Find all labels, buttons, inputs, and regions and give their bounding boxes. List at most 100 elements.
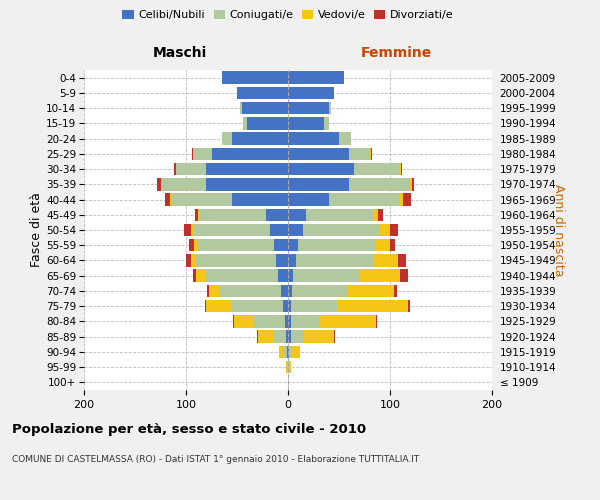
- Bar: [337, 300, 409, 312]
- Bar: [206, 178, 288, 190]
- Bar: [359, 270, 400, 282]
- Bar: [192, 148, 193, 160]
- Bar: [288, 346, 289, 358]
- Bar: [288, 330, 291, 343]
- Bar: [257, 330, 259, 343]
- Bar: [195, 208, 198, 221]
- Text: COMUNE DI CASTELMASSA (RO) - Dati ISTAT 1° gennaio 2010 - Elaborazione TUTTITALI: COMUNE DI CASTELMASSA (RO) - Dati ISTAT …: [12, 455, 419, 464]
- Bar: [329, 102, 331, 115]
- Bar: [289, 346, 292, 358]
- Bar: [288, 86, 334, 99]
- Bar: [398, 254, 406, 266]
- Bar: [288, 284, 292, 297]
- Bar: [403, 194, 412, 206]
- Bar: [288, 208, 307, 221]
- Bar: [222, 132, 232, 145]
- Bar: [254, 315, 285, 328]
- Text: Femmine: Femmine: [361, 46, 431, 60]
- Bar: [304, 224, 380, 236]
- Bar: [243, 117, 247, 130]
- Bar: [291, 315, 320, 328]
- Bar: [288, 224, 304, 236]
- Bar: [288, 361, 289, 374]
- Bar: [288, 194, 329, 206]
- Bar: [191, 224, 193, 236]
- Bar: [197, 239, 274, 252]
- Bar: [170, 194, 171, 206]
- Bar: [174, 163, 176, 175]
- Bar: [339, 132, 351, 145]
- Bar: [232, 132, 288, 145]
- Bar: [191, 254, 196, 266]
- Bar: [400, 194, 403, 206]
- Bar: [288, 270, 293, 282]
- Bar: [161, 178, 206, 190]
- Bar: [234, 315, 254, 328]
- Bar: [288, 315, 291, 328]
- Y-axis label: Anni di nascita: Anni di nascita: [552, 184, 565, 276]
- Bar: [286, 361, 287, 374]
- Bar: [205, 300, 206, 312]
- Bar: [279, 346, 284, 358]
- Bar: [394, 284, 397, 297]
- Bar: [157, 178, 161, 190]
- Legend: Celibi/Nubili, Coniugati/e, Vedovi/e, Divorziati/e: Celibi/Nubili, Coniugati/e, Vedovi/e, Di…: [118, 6, 458, 25]
- Bar: [220, 284, 281, 297]
- Bar: [373, 254, 398, 266]
- Bar: [237, 86, 288, 99]
- Bar: [349, 178, 410, 190]
- Bar: [292, 346, 300, 358]
- Bar: [304, 330, 334, 343]
- Bar: [390, 224, 398, 236]
- Bar: [196, 270, 206, 282]
- Bar: [269, 224, 288, 236]
- Bar: [176, 163, 206, 175]
- Bar: [259, 330, 274, 343]
- Bar: [287, 346, 288, 358]
- Bar: [196, 254, 276, 266]
- Bar: [410, 178, 412, 190]
- Bar: [329, 194, 400, 206]
- Bar: [164, 194, 170, 206]
- Bar: [189, 239, 194, 252]
- Bar: [287, 361, 288, 374]
- Bar: [206, 270, 278, 282]
- Bar: [375, 239, 390, 252]
- Bar: [266, 208, 288, 221]
- Bar: [293, 270, 359, 282]
- Bar: [288, 178, 349, 190]
- Bar: [278, 270, 288, 282]
- Bar: [232, 300, 283, 312]
- Bar: [209, 284, 220, 297]
- Bar: [208, 284, 209, 297]
- Bar: [212, 148, 288, 160]
- Bar: [206, 300, 232, 312]
- Bar: [400, 270, 409, 282]
- Bar: [288, 117, 324, 130]
- Bar: [296, 254, 373, 266]
- Bar: [283, 300, 288, 312]
- Bar: [242, 102, 288, 115]
- Bar: [281, 284, 288, 297]
- Bar: [232, 194, 288, 206]
- Bar: [288, 148, 349, 160]
- Bar: [355, 163, 400, 175]
- Bar: [206, 163, 288, 175]
- Bar: [349, 148, 370, 160]
- Bar: [285, 315, 288, 328]
- Bar: [412, 178, 415, 190]
- Bar: [370, 148, 371, 160]
- Bar: [276, 254, 288, 266]
- Bar: [288, 132, 339, 145]
- Bar: [247, 117, 288, 130]
- Text: Popolazione per età, sesso e stato civile - 2010: Popolazione per età, sesso e stato civil…: [12, 422, 366, 436]
- Bar: [288, 239, 298, 252]
- Bar: [334, 330, 335, 343]
- Bar: [274, 330, 286, 343]
- Bar: [390, 239, 395, 252]
- Bar: [348, 284, 394, 297]
- Bar: [320, 315, 376, 328]
- Bar: [376, 315, 377, 328]
- Bar: [400, 163, 401, 175]
- Bar: [378, 208, 383, 221]
